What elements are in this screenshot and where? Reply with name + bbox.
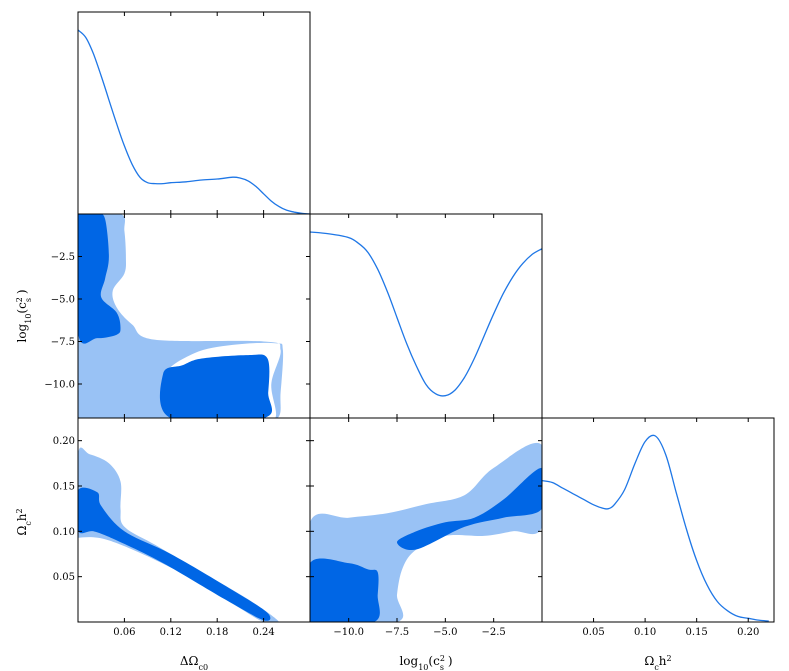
xtick-label-logcs2: −2.5 xyxy=(482,627,506,638)
xlabel-logcs2: log10(c2 s ) xyxy=(399,654,452,671)
xlabel-dOmega: ΔΩc0 xyxy=(180,654,208,671)
ytick-label-logcs2: −7.5 xyxy=(51,337,75,348)
panel-logcs2-marginal xyxy=(309,213,543,419)
marginal-curve-omegach2 xyxy=(542,434,769,622)
xtick-label-omegach2: 0.10 xyxy=(634,627,656,638)
xtick-label-dOmega: 0.12 xyxy=(160,627,182,638)
contour-68-1 xyxy=(397,467,542,551)
xtick-label-dOmega: 0.18 xyxy=(206,627,228,638)
contour-95 xyxy=(78,447,280,622)
panel-frame xyxy=(309,213,543,419)
panel-dOmega-vs-omegach2 xyxy=(77,417,311,623)
ytick-label-logcs2: −10.0 xyxy=(44,380,75,391)
ytick-label-logcs2: −5.0 xyxy=(51,295,75,306)
ylabel-omegach2: Ωch2 xyxy=(15,508,33,535)
panel-dOmega-marginal xyxy=(77,11,311,215)
xlabel-omegach2: Ωch2 xyxy=(644,654,671,671)
xtick-label-dOmega: 0.06 xyxy=(113,627,135,638)
marginal-curve-dOmega xyxy=(78,29,310,214)
ytick-label-omegach2: 0.05 xyxy=(53,572,75,583)
ytick-label-omegach2: 0.15 xyxy=(53,482,75,493)
contour-68-0 xyxy=(310,558,380,622)
panel-logcs2-vs-omegach2 xyxy=(309,417,543,623)
contour-68-1 xyxy=(159,354,273,418)
marginal-curve-logcs2 xyxy=(310,231,542,397)
panel-dOmega-vs-logcs2 xyxy=(77,213,311,419)
ytick-label-omegach2: 0.20 xyxy=(53,436,75,447)
ytick-label-logcs2: −2.5 xyxy=(51,252,75,263)
xtick-label-logcs2: −7.5 xyxy=(385,627,409,638)
ylabel-logcs2: log10(c2s ) xyxy=(15,289,33,342)
xtick-label-logcs2: −10.0 xyxy=(333,627,364,638)
contour-95 xyxy=(78,214,284,418)
ytick-label-omegach2: 0.10 xyxy=(53,527,75,538)
xtick-label-logcs2: −5.0 xyxy=(433,627,457,638)
xtick-label-dOmega: 0.24 xyxy=(252,627,274,638)
panel-frame xyxy=(541,417,775,623)
xtick-label-omegach2: 0.15 xyxy=(686,627,708,638)
xtick-label-omegach2: 0.20 xyxy=(737,627,759,638)
contour-68-0 xyxy=(78,487,271,621)
panel-omegach2-marginal xyxy=(541,417,775,623)
xtick-label-omegach2: 0.05 xyxy=(582,627,604,638)
contour-68-0 xyxy=(78,214,121,344)
